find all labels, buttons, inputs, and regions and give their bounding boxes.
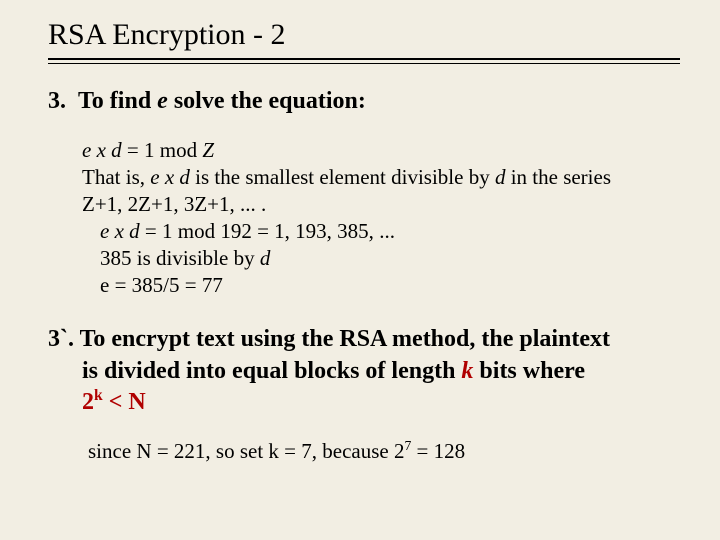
s3p-l3k: k [94,387,103,404]
s3p-l2a: is divided into equal blocks of length [82,358,461,384]
l2a: That is, [82,165,150,189]
title-rule [48,58,680,64]
step-3-heading-em: e [157,88,168,114]
slide: RSA Encryption - 2 3.To find e solve the… [0,0,720,485]
s3p-l1: To encrypt text using the RSA method, th… [80,326,610,352]
s3p-l3b: < N [103,389,146,415]
s3p-l2k: k [461,358,473,384]
l4a: e x d [100,219,140,243]
step-3-line-3: Z+1, 2Z+1, 3Z+1, ... . [82,191,680,218]
step-3p-heading: 3`. To encrypt text using the RSA method… [48,324,680,418]
step-3p-number: 3`. [48,326,74,352]
exd-1: e x d [82,138,122,162]
step-3-heading-a: To find [78,88,157,114]
l2b: e x d [150,165,190,189]
z-1: Z [202,138,214,162]
s3p-l2b: bits where [473,358,585,384]
eq-mod: = 1 mod [122,138,203,162]
foot-b: = 128 [411,439,465,463]
step-3-line-5: 385 is divisible by d [82,245,680,272]
step-3-line-1: e x d = 1 mod Z [82,137,680,164]
l2d: d [495,165,506,189]
foot-a: since N = 221, so set k = 7, because 2 [88,439,404,463]
step-3-heading: 3.To find e solve the equation: [48,86,680,117]
step-3-number: 3. [48,86,78,117]
l4b: = 1 mod 192 = 1, 193, 385, [140,219,380,243]
step-3-body: e x d = 1 mod Z That is, e x d is the sm… [82,137,680,298]
l2c: is the smallest element divisible by [190,165,495,189]
step-3p-footnote: since N = 221, so set k = 7, because 27 … [88,438,680,465]
slide-title: RSA Encryption - 2 [48,18,680,52]
l5a: 385 is divisible by [100,246,260,270]
l4c: ... [379,219,395,243]
step-3-line-4: e x d = 1 mod 192 = 1, 193, 385, ... [82,218,680,245]
s3p-l3: 2k < N [48,387,680,418]
step-3-line-2: That is, e x d is the smallest element d… [82,164,680,191]
s3p-l2: is divided into equal blocks of length k… [48,356,680,387]
l2e: in the series [505,165,611,189]
step-3-line-6: e = 385/5 = 77 [82,272,680,299]
s3p-l3a: 2 [82,389,94,415]
step-3-heading-b: solve the equation: [168,88,366,114]
l5b: d [260,246,271,270]
